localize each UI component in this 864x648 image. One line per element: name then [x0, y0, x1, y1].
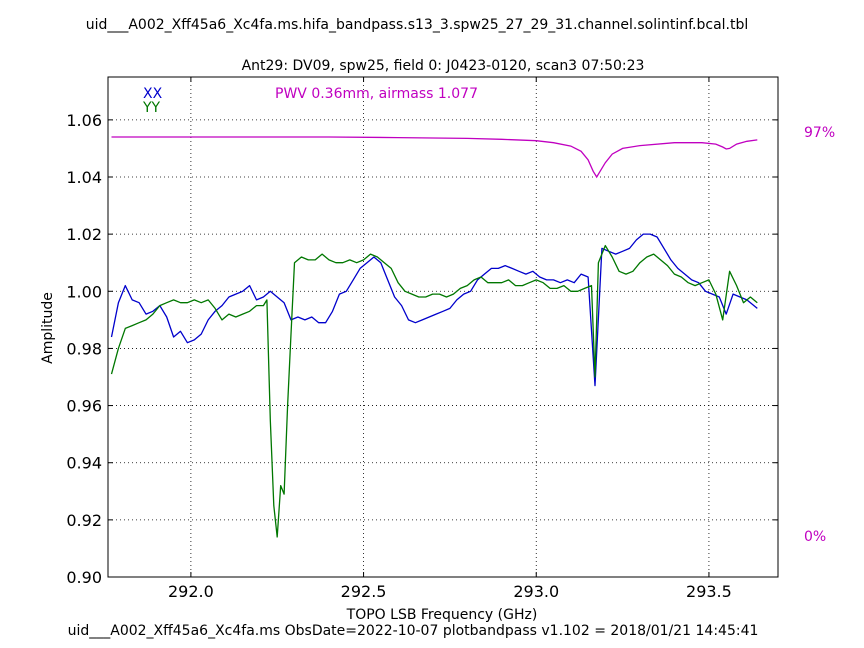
y-tick-label: 0.90 — [66, 568, 102, 587]
x-tick-label: 293.0 — [513, 582, 559, 601]
x-tick-label: 293.5 — [686, 582, 732, 601]
x-tick-label: 292.0 — [168, 582, 214, 601]
atmosphere-transmission-line — [111, 136, 758, 179]
pwv-annotation: PWV 0.36mm, airmass 1.077 — [275, 86, 478, 102]
chart-title: uid___A002_Xff45a6_Xc4fa.ms.hifa_bandpas… — [86, 17, 749, 33]
series-line-xx — [110, 233, 758, 387]
y-axis-label: Amplitude — [40, 292, 56, 364]
y-tick-label: 1.00 — [66, 282, 102, 301]
grid-lines — [108, 77, 778, 578]
y-tick-label: 0.92 — [66, 511, 102, 530]
legend-yy: YY — [142, 100, 161, 116]
y-tick-label: 0.98 — [66, 339, 102, 358]
plot-frame — [107, 76, 779, 578]
axis-ticks: 292.0 292.5 293.0 293.5 0.90 0.92 0.94 0.96 0.98… — [66, 77, 778, 601]
y-tick-label: 0.94 — [66, 454, 102, 473]
y-tick-label: 0.96 — [66, 397, 102, 416]
x-axis-label: TOPO LSB Frequency (GHz) — [346, 607, 538, 623]
y-tick-label: 1.06 — [66, 111, 102, 130]
x-tick-label: 292.5 — [341, 582, 387, 601]
y-tick-label: 1.02 — [66, 225, 102, 244]
atmosphere-top-label: 97% — [804, 125, 835, 141]
atmosphere-bottom-label: 0% — [804, 529, 826, 545]
data-series — [110, 136, 758, 538]
chart-subtitle: Ant29: DV09, spw25, field 0: J0423-0120,… — [242, 58, 645, 74]
series-line-yy — [110, 244, 758, 538]
legend-xx: XX — [143, 86, 163, 102]
y-tick-label: 1.04 — [66, 168, 102, 187]
footer-text: uid___A002_Xff45a6_Xc4fa.ms ObsDate=2022… — [68, 623, 759, 639]
